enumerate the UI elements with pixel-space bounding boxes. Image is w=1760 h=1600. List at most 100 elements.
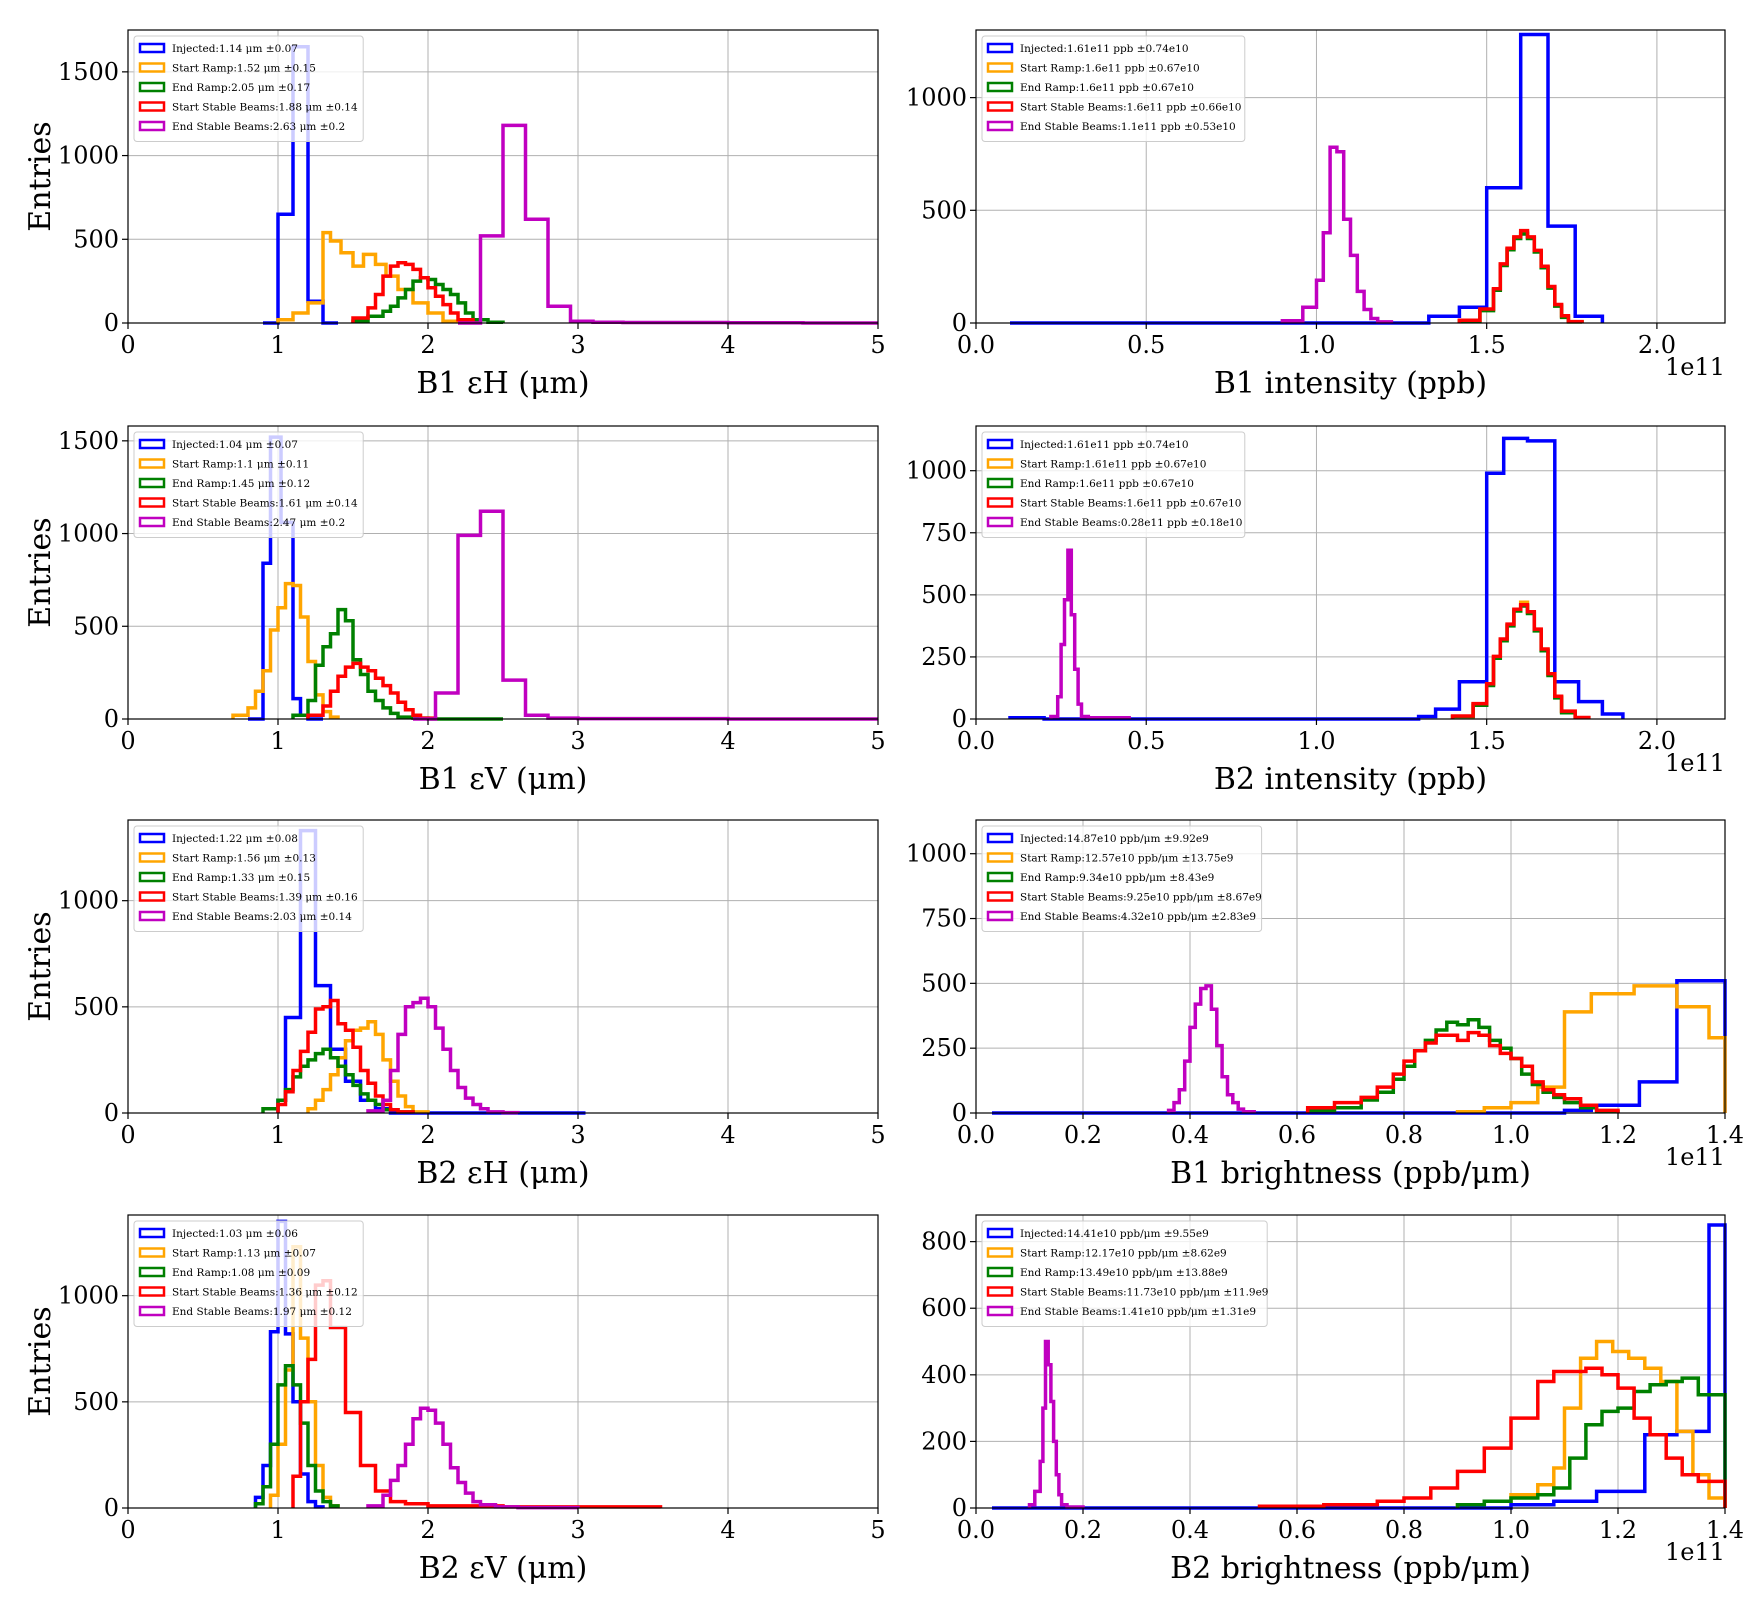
legend-swatch bbox=[986, 81, 1014, 93]
legend-swatch bbox=[986, 852, 1014, 863]
histogram-series-2 bbox=[231, 581, 340, 719]
legend-swatch bbox=[138, 497, 166, 508]
legend-entry-label: End Ramp:2.05 μm ±0.17 bbox=[172, 82, 310, 94]
legend-swatch bbox=[138, 1286, 166, 1297]
histogram-series-2 bbox=[276, 230, 460, 324]
legend-entry-label: End Ramp:9.34e10 ppb/μm ±8.43e9 bbox=[1020, 872, 1214, 884]
x-tick-label: 0 bbox=[120, 331, 135, 359]
y-tick-label: 200 bbox=[921, 1427, 967, 1455]
x-tick-label: 1.0 bbox=[1492, 1516, 1530, 1544]
y-tick-label: 1000 bbox=[58, 520, 119, 548]
legend: Injected:14.41e10 ppb/μm ±9.55e9 Start Ra… bbox=[981, 1220, 1269, 1327]
legend-entry-label: Start Stable Beams:1.88 μm ±0.14 bbox=[172, 102, 358, 114]
y-tick-label: 0 bbox=[952, 309, 967, 337]
legend-swatch bbox=[986, 871, 1014, 883]
legend-swatch bbox=[986, 1227, 1014, 1239]
legend-swatch bbox=[986, 832, 1014, 844]
x-tick-label: 3 bbox=[570, 1516, 585, 1544]
axis-offset-label: 1e11 bbox=[1665, 1143, 1725, 1171]
legend-swatch bbox=[986, 438, 1014, 450]
series-group bbox=[253, 1219, 663, 1510]
axis-ticks: 0 1 2 3 4 5 0 500 1000 bbox=[58, 1282, 886, 1544]
y-tick-label: 1000 bbox=[58, 1282, 119, 1310]
plot-frame bbox=[975, 1214, 1726, 1509]
legend-entry-label: Start Stable Beams:1.61 μm ±0.14 bbox=[172, 498, 358, 510]
legend-swatch bbox=[138, 516, 166, 528]
y-tick-label: 800 bbox=[921, 1228, 967, 1256]
legend-swatch bbox=[138, 1305, 166, 1317]
legend-entry-label: End Ramp:1.6e11 ppb ±0.67e10 bbox=[1020, 82, 1194, 94]
x-tick-label: 0.0 bbox=[957, 727, 995, 755]
y-tick-label: 0 bbox=[952, 1494, 967, 1522]
legend-swatch bbox=[986, 1266, 1014, 1278]
x-tick-label: 0.6 bbox=[1278, 1121, 1316, 1149]
legend-swatch bbox=[138, 891, 166, 902]
histogram-series-4 bbox=[1305, 1030, 1620, 1113]
legend-swatch bbox=[138, 1227, 166, 1239]
legend-swatch bbox=[986, 101, 1014, 112]
legend: Injected:1.03 μm ±0.06 Start Ramp:1.13 μm… bbox=[133, 1220, 364, 1327]
x-tick-label: 1.5 bbox=[1468, 331, 1506, 359]
legend-box bbox=[133, 825, 364, 932]
legend-swatch bbox=[138, 438, 166, 450]
legend-entry-label: Injected:1.14 μm ±0.07 bbox=[172, 43, 298, 55]
x-axis-label: B2 brightness (ppb/μm) bbox=[1170, 1551, 1531, 1586]
x-tick-label: 1.4 bbox=[1706, 1121, 1744, 1149]
chart-panel-1: 0 1 2 3 4 5 0 500 1000 1500 B1 εH (μm) Entries Injec… bbox=[23, 29, 886, 401]
y-tick-label: 250 bbox=[921, 643, 967, 671]
x-tick-label: 5 bbox=[870, 1121, 885, 1149]
axis-ticks: 0 1 2 3 4 5 0 500 1000 1500 bbox=[58, 427, 886, 755]
legend-entry-label: End Stable Beams:2.47 μm ±0.2 bbox=[172, 517, 345, 529]
legend-swatch bbox=[138, 458, 166, 469]
y-tick-label: 0 bbox=[104, 309, 119, 337]
x-tick-label: 4 bbox=[720, 331, 735, 359]
legend-entry-label: End Ramp:1.6e11 ppb ±0.67e10 bbox=[1020, 478, 1194, 490]
y-tick-label: 400 bbox=[921, 1361, 967, 1389]
y-axis-label: Entries bbox=[23, 911, 58, 1021]
chart-panel-7: 0 1 2 3 4 5 0 500 1000 B2 εV (μm) Entries Injected:… bbox=[23, 1214, 886, 1586]
axis-offset-label: 1e11 bbox=[1665, 749, 1725, 777]
x-tick-label: 0.5 bbox=[1127, 331, 1165, 359]
histogram-series-5 bbox=[1166, 984, 1256, 1114]
legend-swatch bbox=[138, 1266, 166, 1278]
legend-entry-label: End Ramp:1.08 μm ±0.09 bbox=[172, 1267, 310, 1279]
legend-swatch bbox=[138, 832, 166, 844]
plot-frame bbox=[975, 425, 1726, 720]
chart-panel-2: 0.0 0.5 1.0 1.5 2.0 0 500 1000 B1 intensity (ppb… bbox=[906, 29, 1726, 401]
legend-swatch bbox=[138, 910, 166, 922]
legend: Injected:1.61e11 ppb ±0.74e10 Start Ramp:… bbox=[981, 431, 1246, 538]
x-tick-label: 0.5 bbox=[1127, 727, 1165, 755]
x-tick-label: 2 bbox=[420, 1121, 435, 1149]
x-tick-label: 5 bbox=[870, 727, 885, 755]
series-group bbox=[992, 1223, 1727, 1510]
x-tick-label: 1 bbox=[270, 727, 285, 755]
chart-panel-4: 0.0 0.5 1.0 1.5 2.0 0 250 500 750 1000 B2 intensit… bbox=[906, 425, 1726, 797]
legend-swatch bbox=[986, 62, 1014, 73]
axis-ticks: 0.0 0.5 1.0 1.5 2.0 0 250 500 750 1000 bbox=[906, 457, 1676, 755]
x-tick-label: 0 bbox=[120, 1121, 135, 1149]
legend-swatch bbox=[986, 1305, 1014, 1317]
plot-frame bbox=[127, 29, 879, 324]
legend-box bbox=[133, 431, 364, 538]
legend-swatch bbox=[986, 458, 1014, 469]
x-tick-label: 0.2 bbox=[1064, 1516, 1102, 1544]
legend-swatch bbox=[138, 42, 166, 54]
legend-entry-label: Start Ramp:1.61e11 ppb ±0.67e10 bbox=[1020, 459, 1206, 471]
chart-panel-6: 0.0 0.2 0.4 0.6 0.8 1.0 1.2 1.4 0 250 500 750 1000 B1… bbox=[906, 819, 1744, 1191]
x-tick-label: 2.0 bbox=[1638, 727, 1676, 755]
axis-offset-label: 1e11 bbox=[1665, 353, 1725, 381]
histogram-series-5 bbox=[1049, 548, 1131, 720]
x-tick-label: 1.4 bbox=[1706, 1516, 1744, 1544]
y-tick-label: 1000 bbox=[58, 887, 119, 915]
legend-swatch bbox=[138, 1247, 166, 1258]
x-axis-label: B2 εH (μm) bbox=[416, 1156, 589, 1191]
x-tick-label: 3 bbox=[570, 331, 585, 359]
histogram-series-5 bbox=[366, 1406, 580, 1510]
histogram-series-2 bbox=[1457, 231, 1584, 324]
y-axis-label: Entries bbox=[23, 121, 58, 231]
y-tick-label: 500 bbox=[73, 1388, 119, 1416]
x-axis-label: B1 εH (μm) bbox=[416, 366, 589, 401]
series-group bbox=[1010, 32, 1605, 325]
y-tick-label: 500 bbox=[73, 993, 119, 1021]
histogram-series-5 bbox=[366, 996, 520, 1115]
